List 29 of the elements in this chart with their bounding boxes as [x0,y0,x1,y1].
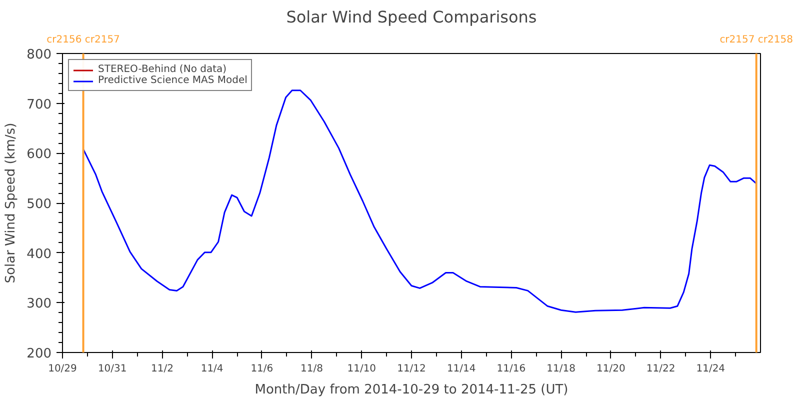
y-tick-label: 600 [26,147,52,162]
y-tick-label: 300 [26,296,52,312]
y-tick-label: 200 [26,346,52,362]
y-tick-label: 400 [26,246,52,262]
legend-label: STEREO-Behind (No data) [98,64,227,75]
x-tick-label: 11/16 [496,364,526,374]
y-axis-title: Solar Wind Speed (km/s) [4,122,19,284]
x-tick-label: 11/18 [546,364,576,374]
x-tick-label: 11/6 [250,364,274,374]
x-tick-label: 11/10 [347,364,376,374]
y-tick-label: 800 [26,48,52,62]
line-series [82,90,758,313]
y-tick-label: 700 [26,97,52,112]
x-tick-label: 11/2 [150,364,174,374]
x-tick-label: 11/20 [596,364,626,374]
x-tick-label: 11/24 [696,364,726,374]
x-tick-label: 11/12 [397,364,426,374]
x-tick-label: 11/8 [300,364,324,374]
x-tick-label: 10/31 [98,364,127,374]
x-axis-title: Month/Day from 2014-10-29 to 2014-11-25 (UT) [254,382,568,398]
x-tick-label: 11/14 [446,364,476,374]
x-tick-label: 11/22 [646,364,676,374]
chart-title: Solar Wind Speed Comparisons [286,8,537,26]
legend-label: Predictive Science MAS Model [98,75,248,86]
ref-line-label: cr2157 cr2158 [720,34,793,46]
x-tick-label: 10/29 [48,364,77,374]
x-tick-label: 11/4 [200,364,224,374]
y-tick-label: 500 [26,197,52,212]
ref-line-label: cr2156 cr2157 [46,34,120,46]
